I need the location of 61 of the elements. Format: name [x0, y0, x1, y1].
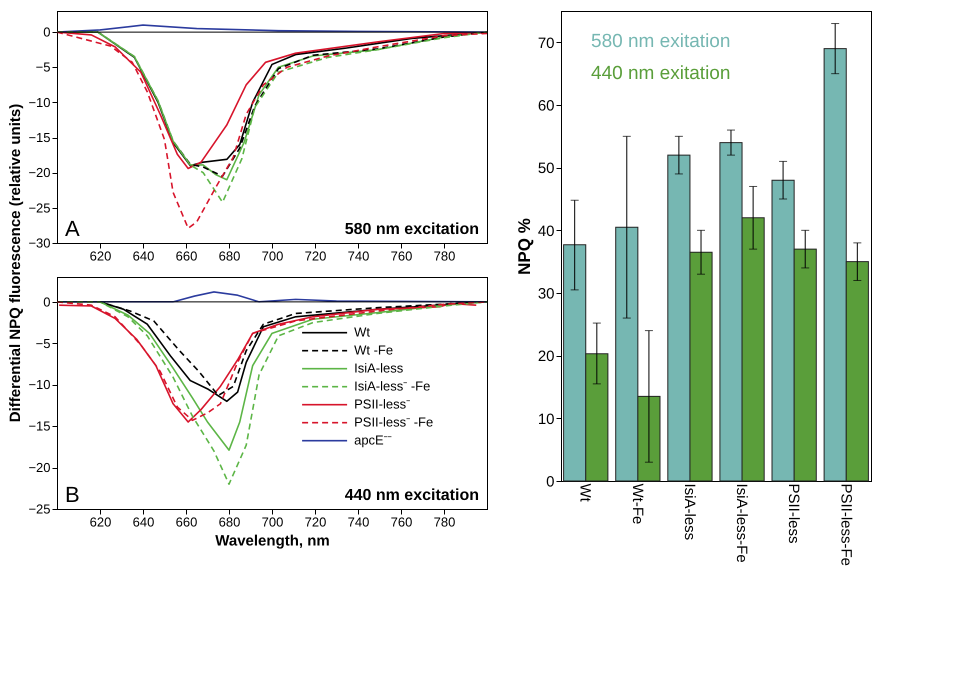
y-tick-label: −15 — [28, 130, 50, 146]
x-axis-title: Wavelength, nm — [215, 532, 330, 550]
legend-label: Wt — [354, 324, 370, 340]
x-tick-label: PSII-less — [785, 484, 802, 544]
x-tick-label: 620 — [90, 248, 112, 264]
x-tick-label: 660 — [176, 248, 198, 264]
y-tick-label: 0 — [546, 474, 554, 490]
x-tick-label: IsiA-less-Fe — [733, 484, 750, 563]
y-axis-title: NPQ % — [514, 218, 534, 275]
x-tick-label: 700 — [262, 248, 284, 264]
y-tick-label: −10 — [28, 377, 50, 392]
y-tick-label: −20 — [28, 165, 50, 180]
y-tick-label: 50 — [538, 160, 554, 178]
y-tick-label: −15 — [28, 418, 50, 434]
y-tick-label: −10 — [28, 94, 50, 110]
legend-label: IsiA-less — [354, 360, 404, 376]
legend-label: PSII-less⁻ — [354, 396, 410, 412]
x-tick-label: 720 — [304, 514, 326, 530]
x-tick-label: 740 — [348, 248, 370, 264]
y-tick-label: 40 — [538, 222, 554, 240]
x-tick-label: 640 — [132, 514, 154, 530]
y-tick-label: −5 — [36, 60, 50, 75]
x-tick-label: 680 — [218, 514, 240, 530]
x-tick-label: 680 — [218, 248, 240, 264]
annotation: 580 nm excitation — [344, 221, 479, 238]
x-tick-label: 700 — [262, 514, 284, 530]
x-tick-label: 740 — [348, 514, 370, 530]
y-axis-title: Differential NPQ fluorescence (relative units) — [7, 104, 24, 422]
x-tick-label: 720 — [304, 248, 326, 264]
x-tick-label: Wt — [576, 484, 594, 503]
x-tick-label: Wt-Fe — [628, 484, 646, 524]
annotation: A — [65, 216, 80, 241]
legend-label: PSII-less⁻ -Fe — [354, 414, 434, 430]
y-tick-label: −5 — [36, 336, 50, 351]
y-tick-label: 0 — [43, 24, 50, 40]
y-tick-label: 70 — [538, 34, 554, 52]
annotation: B — [65, 482, 80, 507]
x-tick-label: 760 — [390, 248, 412, 264]
x-tick-label: 780 — [434, 514, 456, 530]
x-tick-label: 640 — [132, 248, 154, 264]
x-tick-label: 660 — [176, 514, 198, 530]
annotation: 440 nm excitation — [344, 487, 479, 504]
x-tick-label: PSII-less-Fe — [837, 484, 854, 566]
legend-label: IsiA-less⁻ -Fe — [354, 378, 430, 394]
y-tick-label: 0 — [43, 294, 50, 310]
x-tick-label: 760 — [390, 514, 412, 530]
y-tick-label: −25 — [28, 502, 50, 516]
y-tick-label: −20 — [28, 460, 50, 476]
legend-label: apcE⁻⁻ — [354, 432, 392, 448]
legend-label: Wt -Fe — [354, 342, 394, 358]
x-tick-label: IsiA-less — [680, 484, 698, 540]
y-tick-label: 20 — [538, 348, 554, 366]
y-tick-label: 30 — [538, 286, 554, 302]
x-tick-label: 780 — [434, 248, 456, 264]
x-tick-label: 620 — [90, 514, 112, 530]
text: 440 nm exitation — [591, 63, 730, 84]
y-tick-label: 10 — [538, 410, 554, 428]
y-tick-label: 60 — [538, 98, 554, 114]
text: 580 nm exitation — [591, 31, 730, 52]
y-tick-label: −25 — [28, 200, 50, 216]
y-tick-label: −30 — [28, 236, 50, 250]
